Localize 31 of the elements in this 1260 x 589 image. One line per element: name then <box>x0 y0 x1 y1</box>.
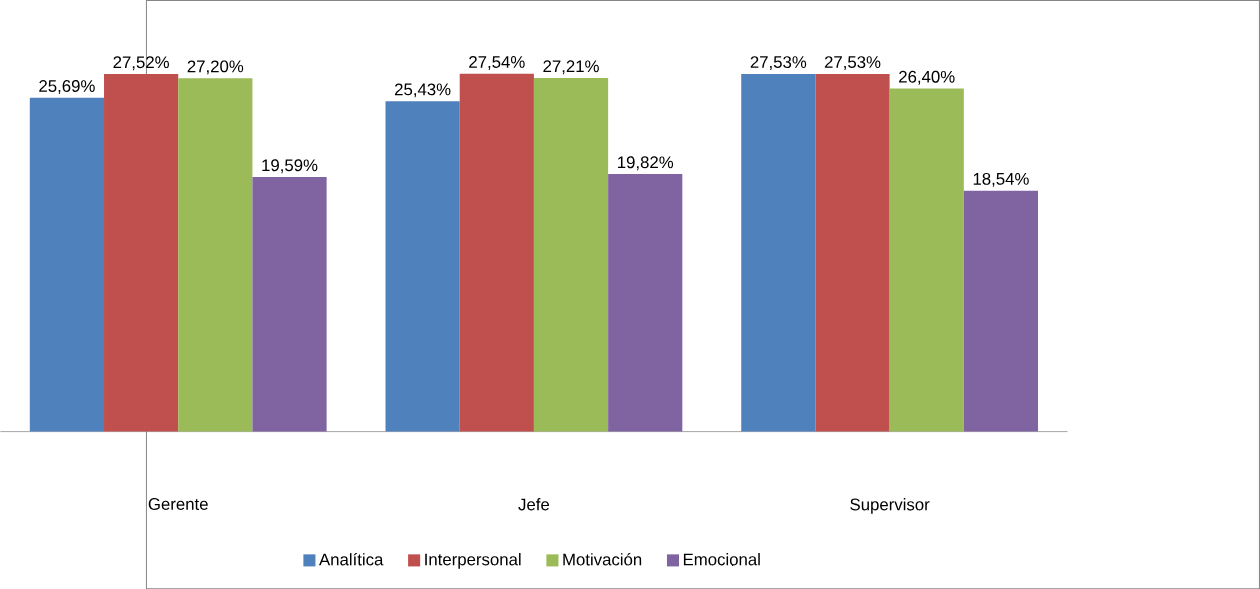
bar <box>29 97 105 432</box>
bar <box>459 73 534 432</box>
data-label: 19,59% <box>262 159 318 173</box>
legend-label: Interpersonal <box>425 552 521 569</box>
bar <box>608 173 683 432</box>
bar <box>252 176 327 432</box>
data-label: 27,20% <box>187 60 244 75</box>
data-label: 27,21% <box>543 60 599 74</box>
legend-label: Analítica <box>319 552 384 566</box>
bar <box>963 190 1039 432</box>
data-label: 26,40% <box>899 70 955 85</box>
x-tick-label: Supervisor <box>850 497 930 514</box>
legend-label: Motivación <box>563 552 642 566</box>
bar <box>104 73 179 432</box>
data-label: 27,53% <box>824 55 881 70</box>
data-label: 19,82% <box>618 156 674 171</box>
x-tick-label: Gerente <box>148 497 208 510</box>
legend-label: Emocional <box>683 552 760 566</box>
bar <box>741 73 816 432</box>
data-label: 25,69% <box>39 79 95 94</box>
bar <box>178 77 253 432</box>
data-label: 18,54% <box>973 172 1029 187</box>
data-label: 27,53% <box>750 55 807 70</box>
bar <box>815 73 890 432</box>
bar <box>533 77 609 432</box>
data-label: 27,54% <box>469 55 525 70</box>
data-label: 25,43% <box>394 83 451 98</box>
data-label: 27,52% <box>113 56 169 70</box>
bar <box>889 88 964 432</box>
bar <box>385 100 460 432</box>
x-tick-label: Jefe <box>518 497 550 511</box>
